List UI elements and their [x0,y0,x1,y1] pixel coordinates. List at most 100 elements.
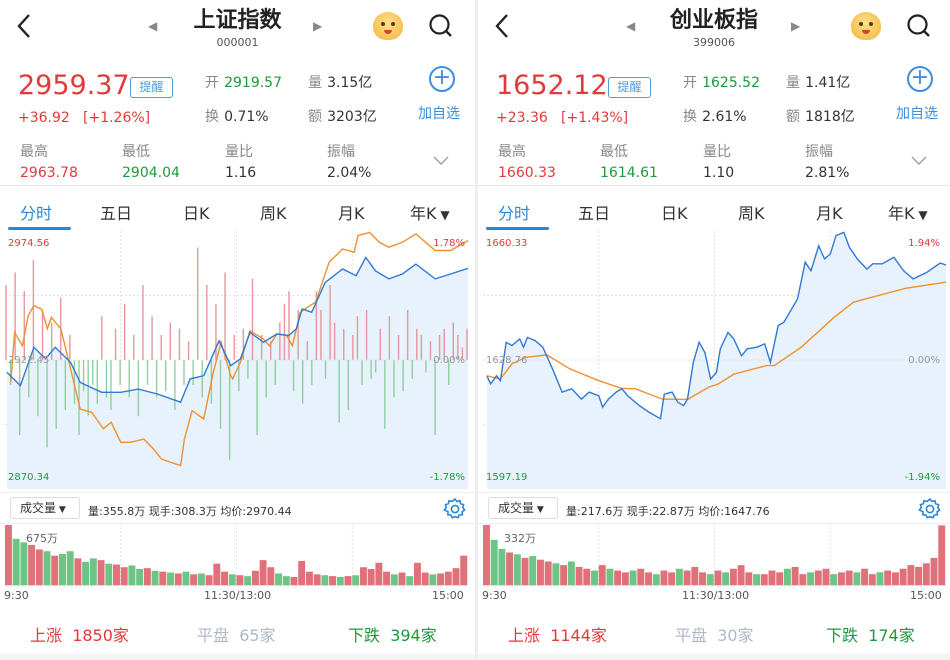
volume-bar-up [375,562,383,585]
tab-five-day[interactable]: 五日 [100,200,132,224]
volume-bar-up [621,572,629,585]
settings-button[interactable] [443,497,467,525]
intraday-chart[interactable] [478,231,950,491]
breadth-bar-down [55,360,57,429]
tab-weekly-k[interactable]: 周K [260,200,287,224]
volume-bar-up [915,566,923,585]
breadth-bar-up [297,310,299,360]
breadth-bar-up [406,310,409,360]
next-index-button[interactable]: ▶ [313,19,322,33]
triangle-left-icon: ◀ [148,19,158,33]
advancers-label: 上涨 [30,626,63,645]
volume-bar-up [776,572,784,585]
breadth-bar-down [73,360,76,404]
breadth-bar-down [183,360,185,385]
tab-label: 日K [183,204,210,223]
alert-button[interactable]: 提醒 [608,77,651,98]
turnover-rate: 换 2.61% [683,106,747,126]
volume-bar-down [182,571,190,585]
intraday-chart[interactable] [0,231,475,491]
breadth-bar-down [311,360,313,385]
add-to-watchlist-button[interactable]: 加自选 [896,106,938,122]
breadth-bar-down [137,360,140,417]
volume-label: 量 [308,75,322,91]
plus-circle-icon[interactable]: + [429,66,455,92]
expand-button[interactable] [432,152,450,171]
tab-daily-k[interactable]: 日K [661,200,688,224]
volume-bar-down [606,568,614,585]
stat-label: 最低 [122,144,150,160]
alert-button[interactable]: 提醒 [130,77,173,98]
indicator-info: 量:217.6万 现手:22.87万 均价:1647.76 [566,505,770,518]
chart-low-pct: -1.78% [429,472,465,483]
breadth-bar-up [379,328,381,360]
tab-label: 分时 [20,204,53,223]
stat-value: 1614.61 [600,165,658,181]
breadth-bar-up [114,328,117,360]
tab-intraday[interactable]: 分时 [20,200,52,224]
tab-label: 月K [338,204,365,223]
tab-yearly-k[interactable]: 年K ▼ [410,200,450,224]
plus-circle-icon[interactable]: + [907,66,933,92]
volume-bar-up [637,568,645,585]
volume-bar-down [228,574,236,585]
back-button[interactable] [16,12,32,40]
indicator-toolbar: 成交量 ▼ 量:217.6万 现手:22.87万 均价:1647.76 [478,492,950,524]
unchanged-label: 平盘 [675,626,708,645]
index-title: 上证指数 [193,8,282,33]
volume-bar-up [668,572,676,585]
breadth-bar-up [356,316,359,360]
volume-bar-up [691,566,699,585]
indicator-dropdown[interactable]: 成交量 ▼ [10,497,80,519]
volume-chart[interactable] [0,523,475,587]
time-mid: 11:30/13:00 [204,589,272,602]
search-button[interactable] [428,13,454,43]
breadth-bar-up [420,335,423,360]
volume-bar-up [5,525,12,585]
tab-five-day[interactable]: 五日 [578,200,610,224]
breadth-bar-down [110,360,112,410]
volume-bar-down [43,551,51,585]
breadth-bar-down [448,360,450,385]
volume-bar-up [575,566,583,585]
next-index-button[interactable]: ▶ [791,19,800,33]
settings-button[interactable] [918,497,942,525]
mascot-icon[interactable] [373,12,403,40]
tab-monthly-k[interactable]: 月K [816,200,843,224]
breadth-bar-up [320,310,322,360]
indicator-dropdown[interactable]: 成交量 ▼ [488,497,558,519]
breadth-bar-up [466,328,468,360]
breadth-bar-up [283,303,286,360]
stat-value: 2.81% [805,165,850,181]
decliners-count: 174家 [868,626,915,645]
volume-bar-up [799,574,807,585]
open-label: 开 [683,75,697,91]
breadth-bar-up [224,272,226,360]
tab-monthly-k[interactable]: 月K [338,200,365,224]
expand-button[interactable] [910,152,928,171]
volume-bar-down [490,539,498,585]
breadth-bar-down [247,360,249,379]
volume-chart[interactable] [478,523,950,587]
breadth-bar-up [14,272,16,360]
volume-bar-down [197,573,205,585]
breadth-bar-down [155,360,158,398]
mascot-icon[interactable] [851,12,881,40]
volume-bar-up [120,567,128,585]
add-to-watchlist-button[interactable]: 加自选 [418,106,460,122]
tab-intraday[interactable]: 分时 [498,200,530,224]
time-mid: 11:30/13:00 [682,589,750,602]
tab-weekly-k[interactable]: 周K [738,200,765,224]
breadth-bar-down [37,360,39,417]
back-button[interactable] [494,12,510,40]
tab-daily-k[interactable]: 日K [183,200,210,224]
prev-index-button[interactable]: ◀ [626,19,635,33]
volume-bar-down [20,542,28,585]
prev-index-button[interactable]: ◀ [148,19,157,33]
breadth-bar-down [87,360,89,417]
triangle-down-icon: ▼ [914,208,928,222]
breadth-bar-up [270,341,272,360]
volume-bar-up [930,557,938,585]
search-button[interactable] [906,13,932,43]
tab-yearly-k[interactable]: 年K ▼ [888,200,928,224]
